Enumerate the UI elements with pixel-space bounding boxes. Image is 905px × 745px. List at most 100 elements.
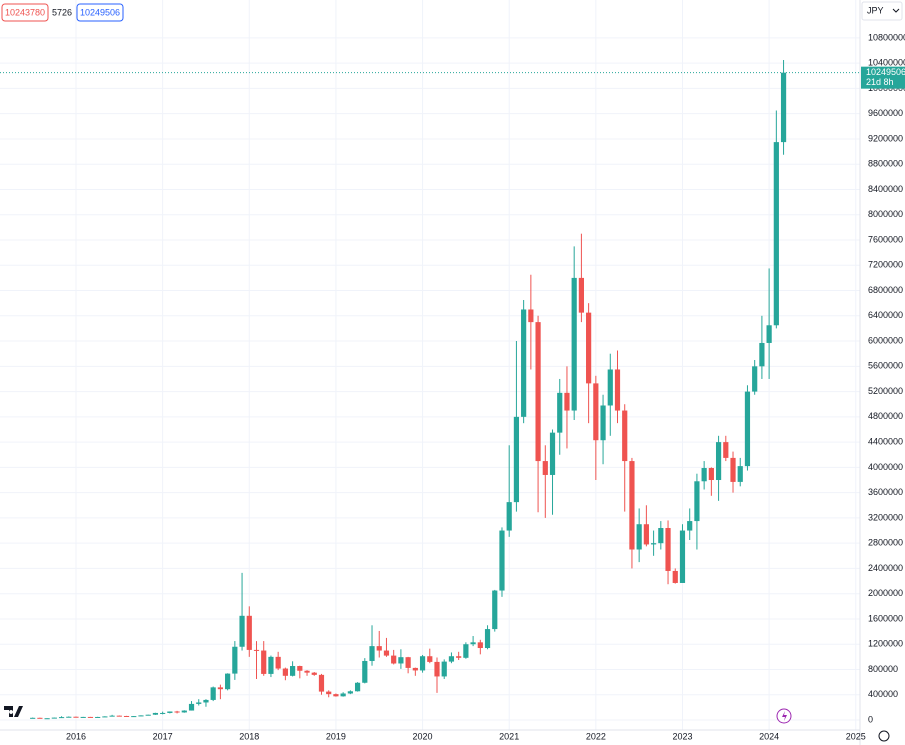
candle-body	[773, 142, 779, 326]
last-price-label: 10249506	[866, 67, 905, 77]
candle-body	[477, 642, 483, 649]
candle-body	[499, 530, 505, 591]
candle-body	[51, 717, 57, 719]
candle-body	[744, 391, 751, 467]
candle-body	[174, 711, 180, 713]
candle-body	[131, 716, 137, 718]
candle-body	[513, 416, 520, 503]
candle-body	[304, 670, 310, 673]
y-tick-label: 9600000	[868, 108, 903, 118]
candle-body	[448, 656, 455, 662]
candle-body	[116, 715, 122, 717]
y-tick-label: 7200000	[868, 260, 903, 270]
y-tick-label: 5600000	[868, 361, 903, 371]
x-tick-label: 2024	[759, 731, 779, 741]
y-tick-label: 6800000	[868, 285, 903, 295]
candle-body	[261, 650, 267, 674]
candle-body	[521, 309, 527, 417]
candle-body	[412, 667, 418, 671]
candle-body	[636, 524, 642, 550]
tv-logo	[4, 706, 23, 717]
y-tick-label: 5200000	[868, 386, 903, 396]
candle-body	[427, 656, 433, 662]
candle-body	[622, 410, 628, 462]
candle-body	[398, 657, 404, 664]
candle-body	[629, 461, 635, 550]
y-tick-label: 0	[868, 714, 873, 724]
candle-body	[203, 699, 209, 703]
y-tick-label: 10400000	[868, 58, 905, 68]
candle-body	[44, 718, 50, 720]
candle-body	[196, 702, 202, 704]
spread: 5726	[52, 7, 72, 17]
candle-body	[614, 369, 621, 411]
y-tick-label: 800000	[868, 664, 898, 674]
currency-selector[interactable]	[861, 1, 903, 21]
candle-body	[434, 661, 440, 677]
y-tick-label: 10800000	[868, 32, 905, 42]
bid-box[interactable]	[1, 3, 49, 22]
settings-icon[interactable]	[878, 730, 890, 742]
candle-body	[456, 656, 462, 658]
ask-price: 10249506	[80, 7, 120, 17]
candle-body	[542, 461, 548, 475]
candle-body	[376, 646, 382, 651]
candle-body	[752, 366, 758, 392]
x-tick-label: 2023	[672, 731, 692, 741]
candle-body	[362, 660, 368, 683]
candle-body	[470, 642, 476, 645]
candle-body	[737, 466, 743, 482]
candle-body	[484, 629, 491, 649]
y-tick-label: 2800000	[868, 538, 903, 548]
y-tick-label: 8000000	[868, 209, 903, 219]
candle-body	[297, 666, 303, 671]
x-tick-label: 2025	[846, 731, 866, 741]
y-tick-label: 4400000	[868, 436, 903, 446]
candle-body	[167, 711, 173, 713]
candle-body	[109, 715, 115, 717]
y-tick-label: 4800000	[868, 411, 903, 421]
candle-body	[766, 325, 772, 343]
candle-body	[123, 715, 130, 717]
y-tick-label: 8800000	[868, 159, 903, 169]
candle-body	[643, 524, 649, 545]
y-tick-label: 2400000	[868, 563, 903, 573]
y-tick-label: 1600000	[868, 613, 903, 623]
candle-body	[80, 716, 86, 718]
candle-body	[152, 712, 159, 715]
candle-body	[340, 693, 346, 697]
x-tick-label: 2019	[326, 731, 346, 741]
candle-body	[347, 691, 353, 694]
ask-box[interactable]	[76, 3, 124, 22]
candle-body	[282, 668, 288, 676]
candle-body	[326, 691, 332, 695]
countdown: 21d 8h	[866, 77, 894, 87]
y-tick-label: 6000000	[868, 335, 903, 345]
candle-body	[253, 649, 260, 651]
candle-body	[701, 468, 707, 482]
candle-body	[188, 703, 195, 711]
candle-body	[651, 543, 657, 545]
currency: JPY	[867, 5, 884, 15]
candle-body	[586, 312, 592, 384]
candle-body	[318, 674, 325, 692]
candle-body	[506, 502, 512, 531]
candle-body	[672, 570, 678, 583]
candle-body	[463, 644, 469, 658]
y-tick-label: 8400000	[868, 184, 903, 194]
candle-body	[578, 277, 584, 313]
candle-body	[102, 716, 108, 718]
candle-body	[246, 615, 252, 650]
candle-body	[528, 309, 534, 323]
candle-body	[535, 322, 541, 462]
y-tick-label: 3600000	[868, 487, 903, 497]
candle-body	[87, 716, 94, 718]
candle-body	[557, 392, 563, 433]
candle-body	[95, 716, 101, 718]
candle-body	[30, 717, 36, 719]
candle-body	[232, 646, 238, 674]
y-tick-label: 2000000	[868, 588, 903, 598]
candle-body	[210, 687, 216, 700]
